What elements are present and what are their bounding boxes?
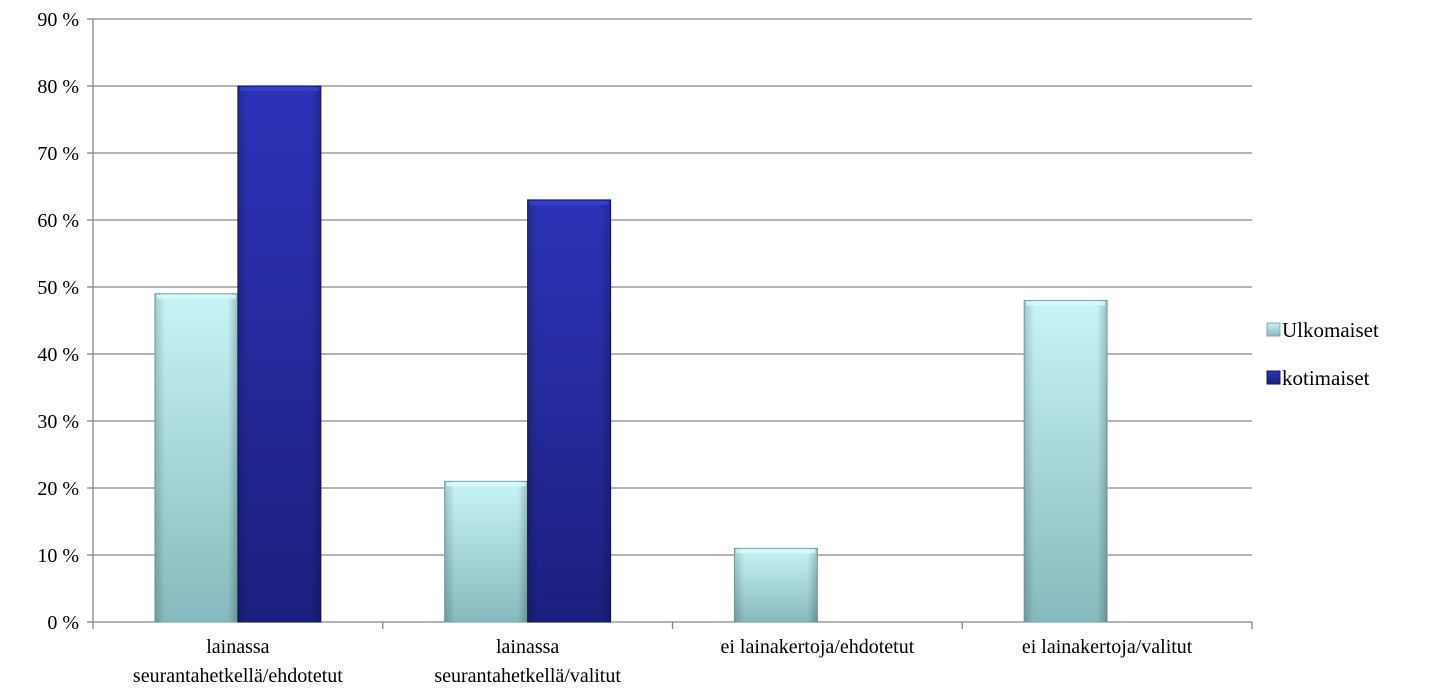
bar-cap [239, 87, 319, 91]
y-tick-label: 90 % [37, 9, 79, 31]
y-tick-label: 50 % [37, 277, 79, 299]
bar-shading [1024, 300, 1108, 622]
bar-cap [1026, 301, 1106, 306]
category-label: seurantahetkellä/valitut [434, 665, 621, 687]
y-tick-label: 60 % [37, 210, 79, 232]
y-axis-tick-labels: 0 % 10 % 20 % 30 % 40 % 50 % 60 % 70 % 80 % 90 % [37, 9, 79, 634]
legend-item-ulkomaiset: Ulkomaiset [1266, 318, 1379, 342]
bar-cap [529, 200, 609, 205]
bar-shading [237, 86, 321, 622]
y-tick-label: 0 % [47, 612, 79, 634]
category-label: lainassa [206, 636, 269, 658]
y-tick-label: 40 % [37, 344, 79, 366]
x-axis-category-labels: lainassa seurantahetkellä/ehdotetut lainas… [133, 636, 1193, 687]
legend-item-kotimaiset: kotimaiset [1266, 366, 1370, 390]
legend-swatch [1266, 370, 1281, 385]
legend-label: Ulkomaiset [1282, 318, 1379, 342]
category-label: seurantahetkellä/ehdotetut [133, 665, 343, 687]
legend: Ulkomaiset kotimaiset [1266, 318, 1379, 390]
y-tick-label: 70 % [37, 143, 79, 165]
y-tick-label: 30 % [37, 411, 79, 433]
bar-shading [444, 481, 528, 622]
category-label: ei lainakertoja/valitut [1022, 636, 1193, 658]
bar-shading [154, 293, 238, 622]
y-tick-label: 10 % [37, 545, 79, 567]
category-label: lainassa [496, 636, 559, 658]
category-label: ei lainakertoja/ehdotetut [720, 636, 914, 658]
y-tick-label: 80 % [37, 76, 79, 98]
bar-cap [736, 549, 816, 554]
legend-swatch [1266, 322, 1281, 337]
bar-shading [527, 199, 611, 622]
y-tick-label: 20 % [37, 478, 79, 500]
bar-cap [446, 482, 526, 487]
legend-label: kotimaiset [1282, 366, 1370, 390]
bar-shading [734, 548, 818, 622]
bars [154, 85, 1108, 623]
bar-cap [156, 294, 236, 299]
